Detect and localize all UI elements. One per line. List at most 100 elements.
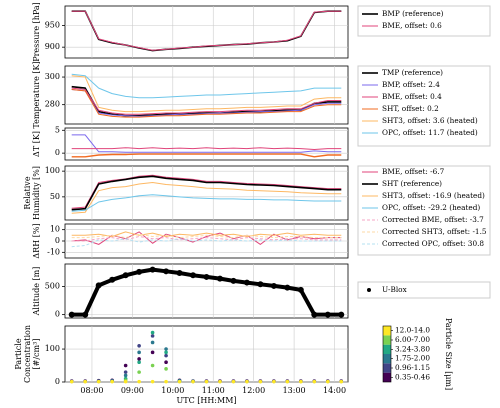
data-point — [177, 379, 182, 384]
data-point — [164, 350, 168, 355]
x-tick-label: 12:00 — [242, 386, 265, 395]
data-point — [204, 379, 209, 384]
colorbar-label: 6.00-7.00 — [395, 335, 430, 344]
plot-frame — [64, 325, 349, 383]
data-point — [123, 379, 128, 384]
y-tick-label: 50 — [50, 192, 60, 201]
data-line — [71, 267, 342, 317]
y-axis-label: Relative — [23, 176, 32, 209]
colorbar-label: 3.24-3.80 — [395, 344, 430, 353]
data-point — [285, 379, 290, 384]
data-line — [71, 134, 342, 153]
data-point — [69, 379, 74, 384]
y-axis-label: Pressure [hPa] — [32, 2, 41, 62]
x-axis-label: UTC [HH:MM] — [176, 396, 236, 405]
data-line — [71, 89, 342, 117]
legend-box — [357, 65, 491, 147]
legend-label: SHT3, offset: -16.9 (heated) — [382, 191, 485, 200]
legend-label: SHT (reference) — [382, 179, 442, 188]
data-line — [71, 236, 342, 242]
data-point — [150, 363, 155, 368]
legend-label: Corrected OPC, offset: 30.8 — [382, 239, 484, 248]
y-tick-label: 950 — [45, 21, 60, 30]
data-point — [150, 379, 155, 384]
y-axis-label: ΔT [K] — [32, 131, 41, 157]
data-point — [137, 343, 141, 348]
data-point — [137, 360, 141, 365]
colorbar-cell — [383, 354, 391, 364]
colorbar-label: 1.75-2.00 — [395, 354, 430, 363]
data-line — [71, 174, 342, 209]
colorbar-cell — [383, 326, 391, 336]
x-tick-label: 14:00 — [323, 386, 346, 395]
data-point — [258, 379, 263, 384]
legend-label: TMP (reference) — [382, 68, 443, 77]
legend-label: SHT3, offset: 3.6 (heated) — [382, 116, 478, 125]
legend-box — [357, 281, 491, 299]
colorbar-label: 0.35-0.46 — [395, 372, 430, 381]
y-axis-label: Concentration — [23, 325, 32, 383]
legend-label: BME, offset: 0.4 — [382, 92, 442, 101]
y-axis-label: Humidity [%] — [32, 166, 41, 220]
y-tick-label: 500 — [45, 282, 60, 291]
legend-marker — [367, 288, 371, 292]
data-line — [71, 87, 342, 115]
data-point — [123, 363, 128, 368]
data-point — [164, 379, 168, 384]
data-point — [83, 379, 88, 384]
colorbar-frame — [382, 325, 392, 383]
legend-label: BME, offset: 0.6 — [382, 21, 442, 30]
data-point — [137, 379, 141, 384]
y-axis-label: Temperature [K] — [32, 61, 41, 128]
plot-frame — [64, 5, 349, 59]
x-tick-label: 13:00 — [283, 386, 306, 395]
y-tick-label: 0 — [55, 148, 60, 157]
legend-label: Corrected SHT3, offset: -1.5 — [382, 227, 487, 236]
data-point — [191, 379, 195, 384]
data-point — [272, 379, 276, 384]
data-line — [71, 10, 342, 51]
colorbar-label: 12.0-14.0 — [395, 326, 430, 335]
legend-box — [357, 5, 491, 37]
data-point — [150, 330, 155, 335]
data-line — [71, 238, 342, 248]
data-line — [71, 233, 342, 239]
y-axis-label: Altitude [m] — [32, 267, 41, 317]
y-tick-label: 10 — [50, 225, 60, 234]
y-tick-label: 0 — [55, 310, 60, 319]
x-tick-label: 10:00 — [161, 386, 184, 395]
colorbar-label: 0.96-1.15 — [395, 363, 430, 372]
y-tick-label: 100 — [45, 344, 60, 353]
data-line — [71, 147, 342, 150]
legend-label: BMP (reference) — [382, 9, 444, 18]
data-point — [339, 379, 344, 384]
data-point — [325, 379, 330, 384]
plot-frame — [64, 263, 349, 319]
data-point — [110, 379, 114, 384]
legend-label: Corrected BME, offset: -3.7 — [382, 215, 484, 224]
y-axis-label: ΔRH [%] — [32, 223, 41, 258]
colorbar-cell — [383, 335, 391, 345]
x-tick-label: 09:00 — [121, 386, 144, 395]
data-point — [123, 373, 128, 378]
data-line — [71, 89, 342, 118]
data-line — [71, 231, 342, 237]
y-tick-label: 280 — [45, 100, 60, 109]
data-point — [150, 334, 155, 338]
data-point — [299, 379, 303, 384]
legend-label: BMP, offset: 2.4 — [382, 80, 440, 89]
data-line — [71, 153, 342, 158]
legend-label: U-Blox — [382, 285, 408, 294]
y-tick-label: 0 — [55, 377, 60, 386]
data-point — [164, 360, 168, 365]
data-point — [164, 347, 168, 351]
y-tick-label: 900 — [45, 42, 60, 51]
data-point — [137, 350, 141, 355]
data-point — [150, 350, 155, 355]
data-point — [164, 353, 168, 358]
data-point — [123, 370, 128, 374]
colorbar-cell — [383, 372, 391, 382]
legend-label: BME, offset: -6.7 — [382, 167, 445, 176]
legend-box — [357, 165, 491, 256]
